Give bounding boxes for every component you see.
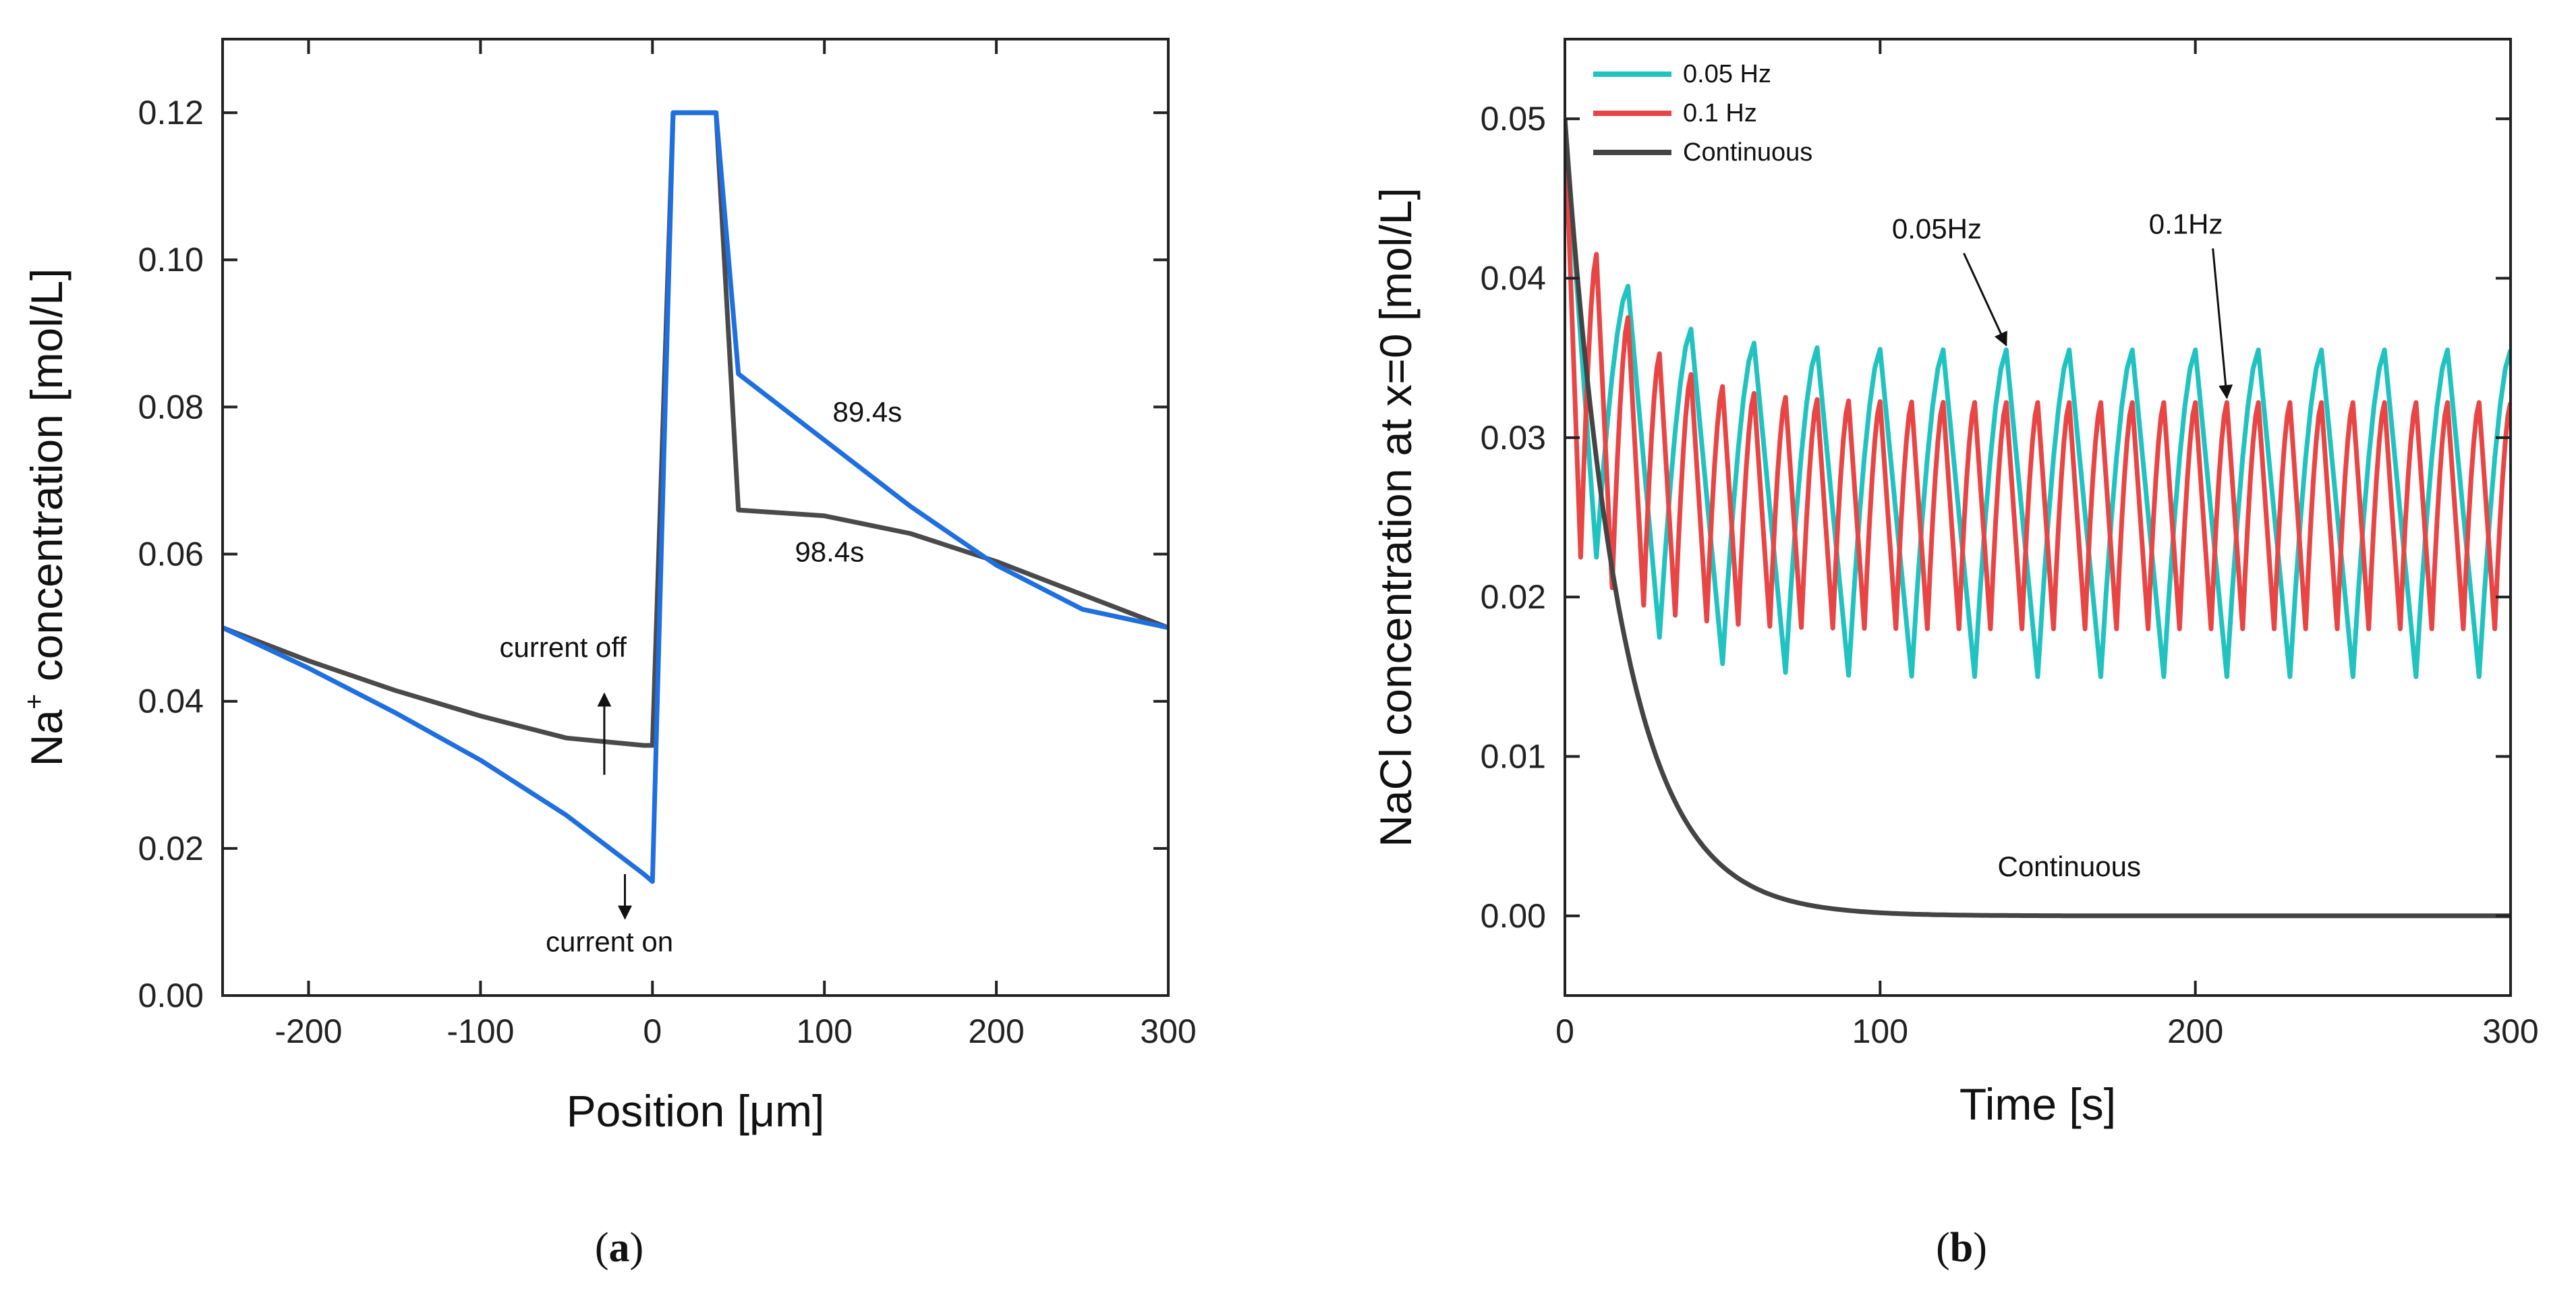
series-group-b (1565, 118, 2511, 919)
annotation-label: current on (546, 926, 673, 958)
y-tick-label: 0.01 (1481, 738, 1546, 776)
y-tick-label: 0.03 (1481, 419, 1546, 457)
series-line-0.1-Hz (1565, 119, 2511, 631)
legend-b: 0.05 Hz 0.1 Hz Continuous (1593, 60, 1812, 167)
y-axis-label-b: NaCl concentration at x=0 [mol/L] (1371, 188, 1421, 847)
legend-entry: 0.1 Hz (1683, 99, 1757, 127)
x-tick-label: 200 (2167, 1012, 2223, 1050)
annotation-label: 98.4s (795, 536, 864, 567)
annotation-label: current off (500, 631, 627, 663)
y-tick-label: 0.04 (1481, 260, 1546, 297)
x-axis-label-a: Position [μm] (567, 1086, 825, 1136)
y-tick-label: 0.10 (138, 241, 204, 279)
y-axis-label-a-superscript: + (20, 694, 49, 710)
series-group-a (223, 110, 1168, 884)
annotations-b: 0.05Hz 0.1Hz Continuous (1892, 208, 2233, 882)
panel-caption-a-letter: a (609, 1225, 630, 1271)
y-tick-label: 0.05 (1481, 100, 1546, 138)
y-tick-label: 0.00 (138, 977, 204, 1014)
plot-frame-a (221, 38, 1170, 997)
series-line-98.4s (223, 110, 1168, 748)
panel-caption-a: (a) (595, 1225, 643, 1271)
x-tick-label: -200 (275, 1012, 342, 1050)
y-tick-label: 0.06 (138, 536, 204, 573)
panel-caption-b: (b) (1936, 1225, 1987, 1271)
y-tick-label: 0.04 (138, 683, 204, 720)
x-axis-label-b: Time [s] (1959, 1079, 2116, 1129)
x-tick-label: 200 (968, 1012, 1024, 1050)
x-tick-label: 0 (643, 1012, 662, 1050)
annotation-arrow (2212, 248, 2233, 399)
y-tick-label: 0.02 (138, 830, 204, 867)
ticks-a: -200 -100 0 100 200 300 0.00 0.02 0.04 0.06 0.08 0.… (138, 39, 1197, 1050)
series-line-Continuous (1565, 118, 2511, 919)
y-tick-label: 0.00 (1481, 897, 1546, 935)
series-line-89.4s (223, 110, 1168, 884)
x-tick-label: 300 (2482, 1012, 2538, 1050)
annotations-a: 89.4s 98.4s current off current on (500, 396, 903, 957)
legend-entry: Continuous (1683, 138, 1812, 167)
x-tick-label: -100 (447, 1012, 514, 1050)
panel-caption-b-letter: b (1950, 1225, 1973, 1271)
annotation-label: Continuous (1997, 851, 2140, 882)
plot-frame-b (1564, 38, 2512, 997)
x-tick-label: 0 (1555, 1012, 1574, 1050)
series-line-0.05-Hz (1565, 118, 2511, 679)
chart-panel-a: -200 -100 0 100 200 300 0.00 0.02 0.04 0.06 0.08 0.… (20, 38, 1197, 1271)
x-tick-label: 100 (796, 1012, 852, 1050)
annotation-label: 0.1Hz (2149, 208, 2223, 239)
y-tick-label: 0.02 (1481, 578, 1546, 616)
annotation-arrow (1963, 252, 2007, 347)
y-axis-label-a-rest: concentration [mol/L] (22, 268, 71, 694)
legend-entry: 0.05 Hz (1683, 60, 1771, 88)
ticks-b: 0 100 200 300 0.00 0.01 0.02 0.03 0.04 0.05 (1481, 39, 2539, 1050)
chart-panel-b: 0 100 200 300 0.00 0.01 0.02 0.03 0.04 0.05 0.05H… (1371, 38, 2539, 1271)
y-axis-label-a-base: Na (22, 710, 71, 767)
y-axis-label-a: Na+ concentration [mol/L] (20, 268, 71, 767)
x-tick-label: 100 (1852, 1012, 1908, 1050)
x-tick-label: 300 (1140, 1012, 1196, 1050)
y-tick-label: 0.08 (138, 388, 204, 426)
y-tick-label: 0.12 (138, 94, 204, 132)
annotation-label: 0.05Hz (1892, 212, 1982, 244)
annotation-label: 89.4s (833, 396, 903, 428)
